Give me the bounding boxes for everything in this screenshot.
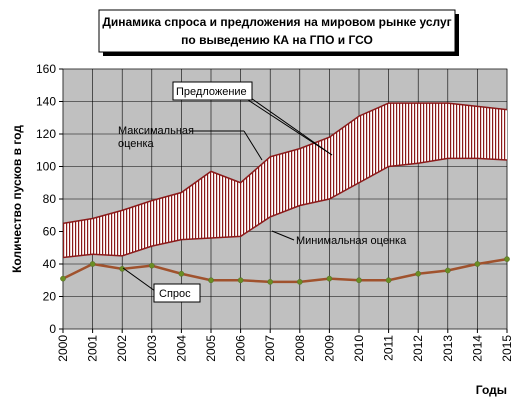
x-tick-label: 2004 xyxy=(174,335,188,362)
y-tick-label: 60 xyxy=(43,225,57,239)
x-axis-ticks: 2000 2001 2002 2003 2004 2005 2006 2007 2008 2009… xyxy=(56,329,514,362)
demand-point xyxy=(89,261,96,267)
x-tick-label: 2006 xyxy=(234,335,248,362)
demand-point xyxy=(326,275,333,282)
x-tick-label: 2002 xyxy=(115,335,129,362)
x-tick-label: 2001 xyxy=(86,335,100,362)
x-tick-label: 2013 xyxy=(441,335,455,362)
x-tick-label: 2003 xyxy=(145,335,159,362)
x-tick-label: 2015 xyxy=(500,335,514,362)
demand-point xyxy=(237,277,244,284)
series-lines xyxy=(62,102,508,284)
demand-leader xyxy=(122,267,156,292)
max-leader-2 xyxy=(243,130,263,161)
demand-point xyxy=(444,267,451,274)
y-tick-label: 40 xyxy=(43,257,57,271)
title-box xyxy=(98,9,456,53)
min-label: Минимальная оценка xyxy=(296,235,407,247)
demand-point xyxy=(148,262,155,269)
supply-band xyxy=(63,103,507,258)
demand-point xyxy=(356,277,362,284)
y-tick-label: 80 xyxy=(43,192,57,206)
x-tick-label: 2000 xyxy=(56,335,70,362)
y-axis-ticks: 0 20 40 60 80 100 120 140 160 xyxy=(36,62,63,336)
x-tick-label: 2007 xyxy=(263,335,277,362)
y-tick-label: 100 xyxy=(36,160,56,174)
demand-point xyxy=(296,279,303,285)
supply-leader-2 xyxy=(247,99,333,156)
x-tick-label: 2009 xyxy=(322,335,336,362)
demand-point xyxy=(208,277,214,284)
demand-label-box xyxy=(153,283,201,303)
x-tick-label: 2005 xyxy=(204,335,218,362)
supply-label-box xyxy=(172,81,253,101)
demand-point xyxy=(267,279,274,285)
supply-leader-1 xyxy=(247,95,333,156)
x-tick-label: 2010 xyxy=(352,335,366,362)
y-tick-label: 0 xyxy=(49,322,56,336)
max-estimate-line xyxy=(62,102,508,225)
x-tick-label: 2012 xyxy=(411,335,425,362)
max-label-line-2: оценка xyxy=(118,138,155,150)
x-tick-label: 2011 xyxy=(382,335,396,361)
grid-lines xyxy=(62,68,508,330)
demand-point xyxy=(178,270,185,277)
demand-line xyxy=(62,257,508,284)
demand-point xyxy=(504,256,510,262)
supply-band-area xyxy=(63,103,507,258)
chart-title-line-2: по выведению КА на ГПО и ГСО xyxy=(181,33,373,47)
min-estimate-line xyxy=(62,157,508,259)
y-tick-label: 160 xyxy=(36,62,56,76)
chart-title-line-1: Динамика спроса и предложения на мировом… xyxy=(102,15,451,29)
y-tick-label: 20 xyxy=(43,290,57,304)
max-label-line-1: Максимальная xyxy=(118,125,194,137)
demand-point xyxy=(474,261,481,267)
demand-point xyxy=(60,275,66,282)
demand-label: Спрос xyxy=(159,288,191,300)
demand-markers xyxy=(60,256,510,285)
x-tick-label: 2008 xyxy=(293,335,307,362)
y-tick-label: 120 xyxy=(36,127,56,141)
y-tick-label: 140 xyxy=(36,95,56,109)
demand-point xyxy=(415,270,422,277)
min-leader xyxy=(271,230,295,241)
x-tick-label: 2014 xyxy=(470,335,484,362)
supply-label: Предложение xyxy=(176,86,247,98)
y-axis-title: Количество пусков в год xyxy=(10,125,24,273)
x-axis-title: Годы xyxy=(476,383,507,397)
demand-point xyxy=(385,277,392,284)
